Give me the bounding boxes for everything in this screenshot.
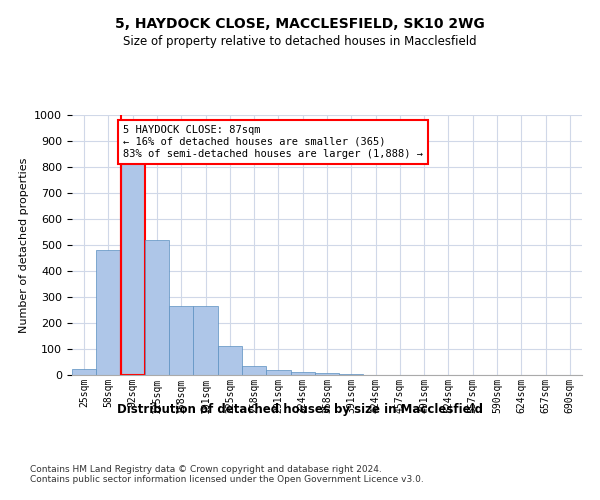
- Bar: [72, 368, 96, 375]
- Text: Distribution of detached houses by size in Macclesfield: Distribution of detached houses by size …: [117, 402, 483, 415]
- Text: Size of property relative to detached houses in Macclesfield: Size of property relative to detached ho…: [123, 35, 477, 48]
- Bar: [145, 240, 169, 375]
- Bar: [339, 374, 364, 375]
- Bar: [193, 306, 218, 375]
- Bar: [121, 162, 145, 375]
- Bar: [290, 372, 315, 375]
- Text: 5 HAYDOCK CLOSE: 87sqm
← 16% of detached houses are smaller (365)
83% of semi-de: 5 HAYDOCK CLOSE: 87sqm ← 16% of detached…: [123, 126, 423, 158]
- Bar: [218, 346, 242, 375]
- Bar: [169, 306, 193, 375]
- Y-axis label: Number of detached properties: Number of detached properties: [19, 158, 29, 332]
- Bar: [96, 250, 121, 375]
- Text: 5, HAYDOCK CLOSE, MACCLESFIELD, SK10 2WG: 5, HAYDOCK CLOSE, MACCLESFIELD, SK10 2WG: [115, 18, 485, 32]
- Bar: [315, 373, 339, 375]
- Bar: [242, 366, 266, 375]
- Text: Contains HM Land Registry data © Crown copyright and database right 2024.
Contai: Contains HM Land Registry data © Crown c…: [30, 465, 424, 484]
- Bar: [266, 370, 290, 375]
